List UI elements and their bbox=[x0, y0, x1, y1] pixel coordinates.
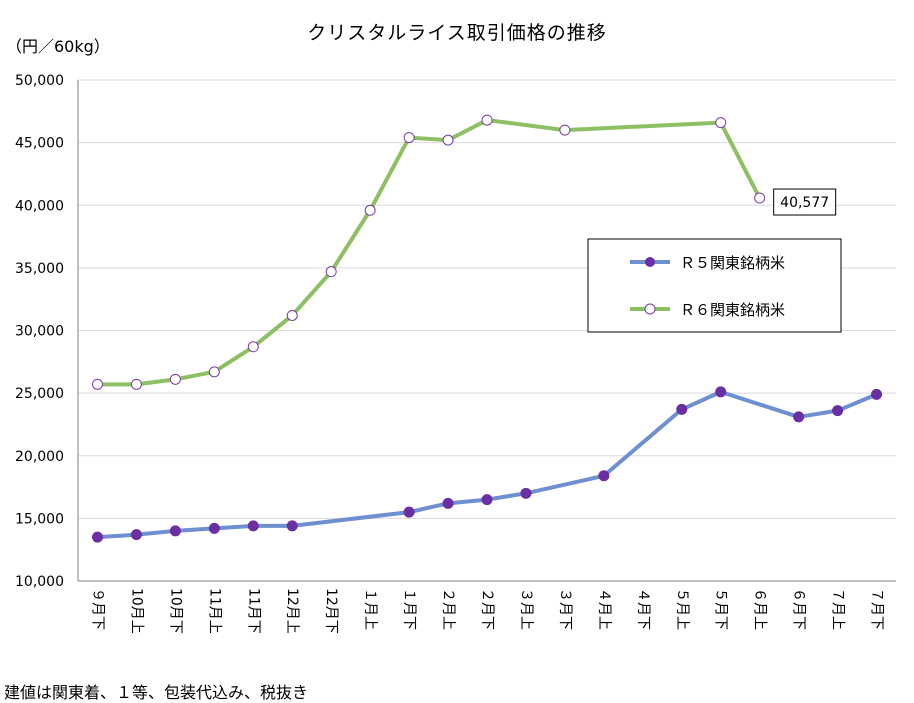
y-tick-label: 25,000 bbox=[15, 386, 64, 402]
data-point-r6 bbox=[91, 378, 103, 390]
y-tick-label: 10,000 bbox=[15, 574, 64, 590]
data-point-r6 bbox=[442, 134, 454, 146]
y-tick-label: 50,000 bbox=[15, 73, 64, 89]
y-tick-label: 15,000 bbox=[15, 511, 64, 527]
data-point-r6 bbox=[754, 192, 766, 204]
x-tick-label: ９月下 bbox=[89, 588, 105, 630]
data-point-r5 bbox=[793, 411, 805, 423]
legend-box bbox=[587, 238, 842, 333]
data-point-r6 bbox=[364, 204, 376, 216]
data-point-r6 bbox=[715, 117, 727, 129]
data-point-r5 bbox=[286, 520, 298, 532]
data-point-r5 bbox=[442, 497, 454, 509]
x-tick-label: ７月上 bbox=[830, 588, 846, 630]
data-point-r6 bbox=[247, 341, 259, 353]
data-point-r5 bbox=[403, 506, 415, 518]
x-tick-label: 10月下 bbox=[167, 588, 183, 634]
x-tick-label: ２月下 bbox=[479, 588, 495, 630]
data-point-r6 bbox=[169, 373, 181, 385]
data-point-r5 bbox=[169, 525, 181, 537]
legend-label: Ｒ５関東銘柄米 bbox=[680, 254, 785, 272]
x-tick-label: 12月下 bbox=[323, 588, 339, 634]
data-point-r5 bbox=[130, 529, 142, 541]
chart-title: クリスタルライス取引価格の推移 bbox=[307, 22, 607, 44]
y-axis-unit-label: （円／60kg） bbox=[6, 37, 110, 56]
data-point-r6 bbox=[130, 378, 142, 390]
data-point-r6 bbox=[559, 124, 571, 136]
data-point-r5 bbox=[715, 386, 727, 398]
data-point-r5 bbox=[520, 487, 532, 499]
data-point-r5 bbox=[208, 522, 220, 534]
data-label-box bbox=[773, 188, 837, 216]
x-tick-label: ６月下 bbox=[791, 588, 807, 630]
data-point-r5 bbox=[676, 403, 688, 415]
x-tick-label: ３月下 bbox=[557, 588, 573, 630]
data-point-r6 bbox=[325, 266, 337, 278]
x-tick-label: 12月上 bbox=[284, 588, 300, 634]
x-tick-label: ５月上 bbox=[674, 588, 690, 630]
x-tick-label: ４月下 bbox=[635, 588, 651, 630]
data-point-r6 bbox=[286, 309, 298, 321]
x-tick-label: ３月上 bbox=[518, 588, 534, 630]
y-tick-label: 35,000 bbox=[15, 261, 64, 277]
legend-marker-r5 bbox=[645, 257, 655, 267]
y-tick-label: 40,000 bbox=[15, 198, 64, 214]
x-tick-label: １月下 bbox=[401, 588, 417, 630]
x-tick-label: 10月上 bbox=[128, 588, 144, 634]
series-line-r6 bbox=[97, 118, 762, 387]
legend-label: Ｒ６関東銘柄米 bbox=[680, 301, 785, 319]
y-tick-label: 45,000 bbox=[15, 136, 64, 152]
x-tick-label: ７月下 bbox=[869, 588, 885, 630]
data-point-r5 bbox=[598, 470, 610, 482]
x-tick-label: 11月上 bbox=[206, 588, 222, 634]
x-tick-label: ６月上 bbox=[752, 588, 768, 630]
data-point-r6 bbox=[481, 114, 493, 126]
data-point-r5 bbox=[481, 494, 493, 506]
data-label: 40,577 bbox=[780, 195, 829, 211]
data-point-r6 bbox=[208, 366, 220, 378]
x-tick-label: ４月上 bbox=[596, 588, 612, 630]
series-line-r5 bbox=[97, 389, 878, 540]
legend-marker-r6 bbox=[644, 303, 656, 315]
y-tick-label: 30,000 bbox=[15, 324, 64, 340]
data-point-r5 bbox=[871, 388, 883, 400]
y-tick-label: 20,000 bbox=[15, 449, 64, 465]
x-tick-label: １月上 bbox=[362, 588, 378, 630]
data-point-r6 bbox=[403, 132, 415, 144]
data-point-r5 bbox=[91, 531, 103, 543]
footnote: 建値は関東着、１等、包装代込み、税抜き bbox=[4, 683, 309, 702]
x-tick-label: ５月下 bbox=[713, 588, 729, 630]
data-point-r5 bbox=[247, 520, 259, 532]
data-point-r5 bbox=[832, 405, 844, 417]
x-tick-label: 11月下 bbox=[245, 588, 261, 634]
x-tick-label: ２月上 bbox=[440, 588, 456, 630]
